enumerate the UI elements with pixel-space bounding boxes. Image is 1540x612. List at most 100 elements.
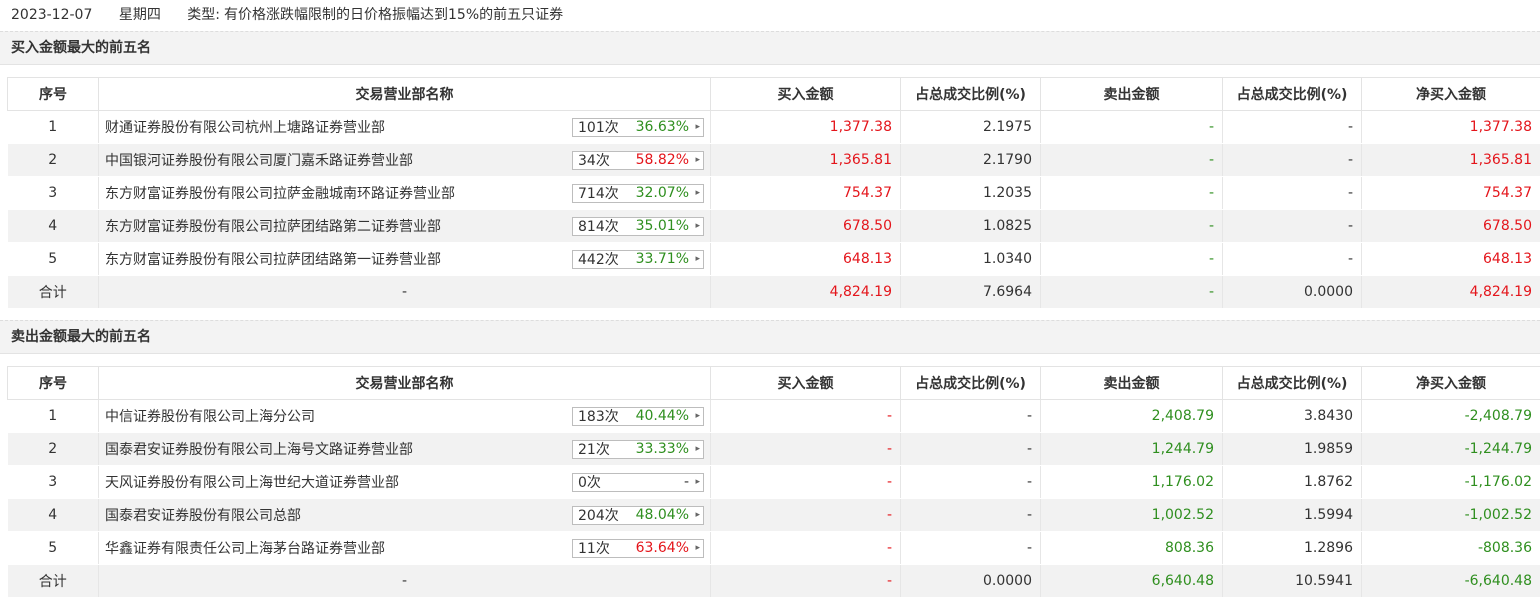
- row-index: 5: [7, 242, 99, 276]
- sell-ratio: 1.2896: [1222, 531, 1362, 565]
- total-sell-ratio: 10.5941: [1222, 564, 1362, 597]
- col-header-sell-pct[interactable]: 占总成交比例(%): [1222, 77, 1362, 111]
- sell-amount: 1,002.52: [1040, 498, 1223, 532]
- buy-ratio: 1.0340: [900, 242, 1041, 276]
- total-sell-amount: -: [1040, 275, 1223, 308]
- col-header-buy-pct[interactable]: 占总成交比例(%): [900, 366, 1041, 400]
- dept-stat-button[interactable]: 34次 58.82% ▸: [572, 150, 704, 170]
- net-buy-amount: 1,377.38: [1361, 110, 1540, 144]
- row-index: 4: [7, 498, 99, 532]
- dept-stat-button[interactable]: 101次 36.63% ▸: [572, 117, 704, 137]
- dept-trade-count: 204次: [578, 508, 619, 524]
- buy-ratio: 1.2035: [900, 176, 1041, 210]
- dept-trade-count: 34次: [578, 153, 610, 169]
- dept-name-link[interactable]: 东方财富证券股份有限公司拉萨团结路第一证券营业部: [105, 252, 441, 268]
- sell-ratio: 1.5994: [1222, 498, 1362, 532]
- col-header-net[interactable]: 净买入金额: [1361, 366, 1540, 400]
- dept-trade-count: 0次: [578, 475, 601, 491]
- table-row: 3 天风证券股份有限公司上海世纪大道证券营业部 0次 - ▸ - - 1,176…: [7, 465, 1540, 499]
- col-header-buy[interactable]: 买入金额: [710, 366, 901, 400]
- chevron-right-icon: ▸: [695, 510, 700, 520]
- buy-table-body: 1 财通证券股份有限公司杭州上塘路证券营业部 101次 36.63% ▸ 1,3…: [7, 110, 1540, 308]
- buy-ratio: -: [900, 432, 1041, 466]
- col-header-net[interactable]: 净买入金额: [1361, 77, 1540, 111]
- col-header-sell-pct[interactable]: 占总成交比例(%): [1222, 366, 1362, 400]
- dept-cell: 东方财富证券股份有限公司拉萨金融城南环路证券营业部 714次 32.07% ▸: [98, 176, 711, 210]
- dept-stat-button[interactable]: 21次 33.33% ▸: [572, 439, 704, 459]
- dept-stat-button[interactable]: 442次 33.71% ▸: [572, 249, 704, 269]
- sell-section-title: 卖出金额最大的前五名: [0, 320, 1540, 354]
- col-header-buy[interactable]: 买入金额: [710, 77, 901, 111]
- total-net-buy-amount: 4,824.19: [1361, 275, 1540, 308]
- dept-name-link[interactable]: 国泰君安证券股份有限公司总部: [105, 508, 301, 524]
- total-name: -: [98, 275, 711, 308]
- col-header-sell[interactable]: 卖出金额: [1040, 366, 1223, 400]
- dept-name-link[interactable]: 中国银河证券股份有限公司厦门嘉禾路证券营业部: [105, 153, 413, 169]
- col-header-buy-pct[interactable]: 占总成交比例(%): [900, 77, 1041, 111]
- col-header-sell[interactable]: 卖出金额: [1040, 77, 1223, 111]
- table-row: 4 国泰君安证券股份有限公司总部 204次 48.04% ▸ - - 1,002…: [7, 498, 1540, 532]
- dept-cell: 中国银河证券股份有限公司厦门嘉禾路证券营业部 34次 58.82% ▸: [98, 143, 711, 177]
- sell-top5-table: 序号 交易营业部名称 买入金额 占总成交比例(%) 卖出金额 占总成交比例(%)…: [7, 366, 1540, 597]
- buy-ratio: -: [900, 399, 1041, 433]
- dept-trade-count: 11次: [578, 541, 610, 557]
- buy-amount: 1,377.38: [710, 110, 901, 144]
- dept-cell: 财通证券股份有限公司杭州上塘路证券营业部 101次 36.63% ▸: [98, 110, 711, 144]
- sell-amount: -: [1040, 242, 1223, 276]
- dept-cell: 天风证券股份有限公司上海世纪大道证券营业部 0次 - ▸: [98, 465, 711, 499]
- trade-date: 2023-12-07: [11, 7, 93, 23]
- dept-win-rate: 35.01%: [635, 218, 689, 234]
- dept-win-rate: 36.63%: [635, 119, 689, 135]
- dept-stat-button[interactable]: 714次 32.07% ▸: [572, 183, 704, 203]
- dept-trade-count: 183次: [578, 409, 619, 425]
- table-header-row: 序号 交易营业部名称 买入金额 占总成交比例(%) 卖出金额 占总成交比例(%)…: [7, 366, 1540, 400]
- buy-ratio: 1.0825: [900, 209, 1041, 243]
- dept-cell: 东方财富证券股份有限公司拉萨团结路第二证券营业部 814次 35.01% ▸: [98, 209, 711, 243]
- row-index: 1: [7, 399, 99, 433]
- chevron-right-icon: ▸: [695, 188, 700, 198]
- dept-win-rate: 32.07%: [635, 185, 689, 201]
- chevron-right-icon: ▸: [695, 221, 700, 231]
- table-row: 5 东方财富证券股份有限公司拉萨团结路第一证券营业部 442次 33.71% ▸…: [7, 242, 1540, 276]
- dept-trade-count: 101次: [578, 120, 619, 136]
- buy-ratio: 2.1790: [900, 143, 1041, 177]
- sell-amount: -: [1040, 143, 1223, 177]
- dept-name-link[interactable]: 中信证券股份有限公司上海分公司: [105, 409, 315, 425]
- buy-amount: 678.50: [710, 209, 901, 243]
- dept-stat-button[interactable]: 0次 - ▸: [572, 472, 704, 492]
- buy-ratio: -: [900, 465, 1041, 499]
- dept-stat-button[interactable]: 204次 48.04% ▸: [572, 505, 704, 525]
- dept-name-link[interactable]: 财通证券股份有限公司杭州上塘路证券营业部: [105, 120, 385, 136]
- dept-name-link[interactable]: 华鑫证券有限责任公司上海茅台路证券营业部: [105, 541, 385, 557]
- net-buy-amount: 648.13: [1361, 242, 1540, 276]
- dept-cell: 华鑫证券有限责任公司上海茅台路证券营业部 11次 63.64% ▸: [98, 531, 711, 565]
- net-buy-amount: -808.36: [1361, 531, 1540, 565]
- dept-stat-button[interactable]: 11次 63.64% ▸: [572, 538, 704, 558]
- total-net-buy-amount: -6,640.48: [1361, 564, 1540, 597]
- table-row: 3 东方财富证券股份有限公司拉萨金融城南环路证券营业部 714次 32.07% …: [7, 176, 1540, 210]
- dept-cell: 国泰君安证券股份有限公司总部 204次 48.04% ▸: [98, 498, 711, 532]
- buy-amount: -: [710, 531, 901, 565]
- dept-name-link[interactable]: 东方财富证券股份有限公司拉萨金融城南环路证券营业部: [105, 186, 455, 202]
- dept-name-link[interactable]: 天风证券股份有限公司上海世纪大道证券营业部: [105, 475, 399, 491]
- dept-name-link[interactable]: 国泰君安证券股份有限公司上海号文路证券营业部: [105, 442, 413, 458]
- row-index: 1: [7, 110, 99, 144]
- chevron-right-icon: ▸: [695, 411, 700, 421]
- dept-stat-button[interactable]: 183次 40.44% ▸: [572, 406, 704, 426]
- dept-name-link[interactable]: 东方财富证券股份有限公司拉萨团结路第二证券营业部: [105, 219, 441, 235]
- table-row: 2 国泰君安证券股份有限公司上海号文路证券营业部 21次 33.33% ▸ - …: [7, 432, 1540, 466]
- table-row: 2 中国银河证券股份有限公司厦门嘉禾路证券营业部 34次 58.82% ▸ 1,…: [7, 143, 1540, 177]
- col-header-name: 交易营业部名称: [98, 77, 711, 111]
- table-header-row: 序号 交易营业部名称 买入金额 占总成交比例(%) 卖出金额 占总成交比例(%)…: [7, 77, 1540, 111]
- chevron-right-icon: ▸: [695, 155, 700, 165]
- net-buy-amount: -2,408.79: [1361, 399, 1540, 433]
- dept-stat-button[interactable]: 814次 35.01% ▸: [572, 216, 704, 236]
- buy-ratio: -: [900, 498, 1041, 532]
- sell-amount: -: [1040, 176, 1223, 210]
- buy-top5-table: 序号 交易营业部名称 买入金额 占总成交比例(%) 卖出金额 占总成交比例(%)…: [7, 77, 1540, 308]
- total-label: 合计: [7, 275, 99, 308]
- chevron-right-icon: ▸: [695, 444, 700, 454]
- sell-ratio: 1.9859: [1222, 432, 1362, 466]
- chevron-right-icon: ▸: [695, 254, 700, 264]
- dept-win-rate: -: [683, 474, 689, 490]
